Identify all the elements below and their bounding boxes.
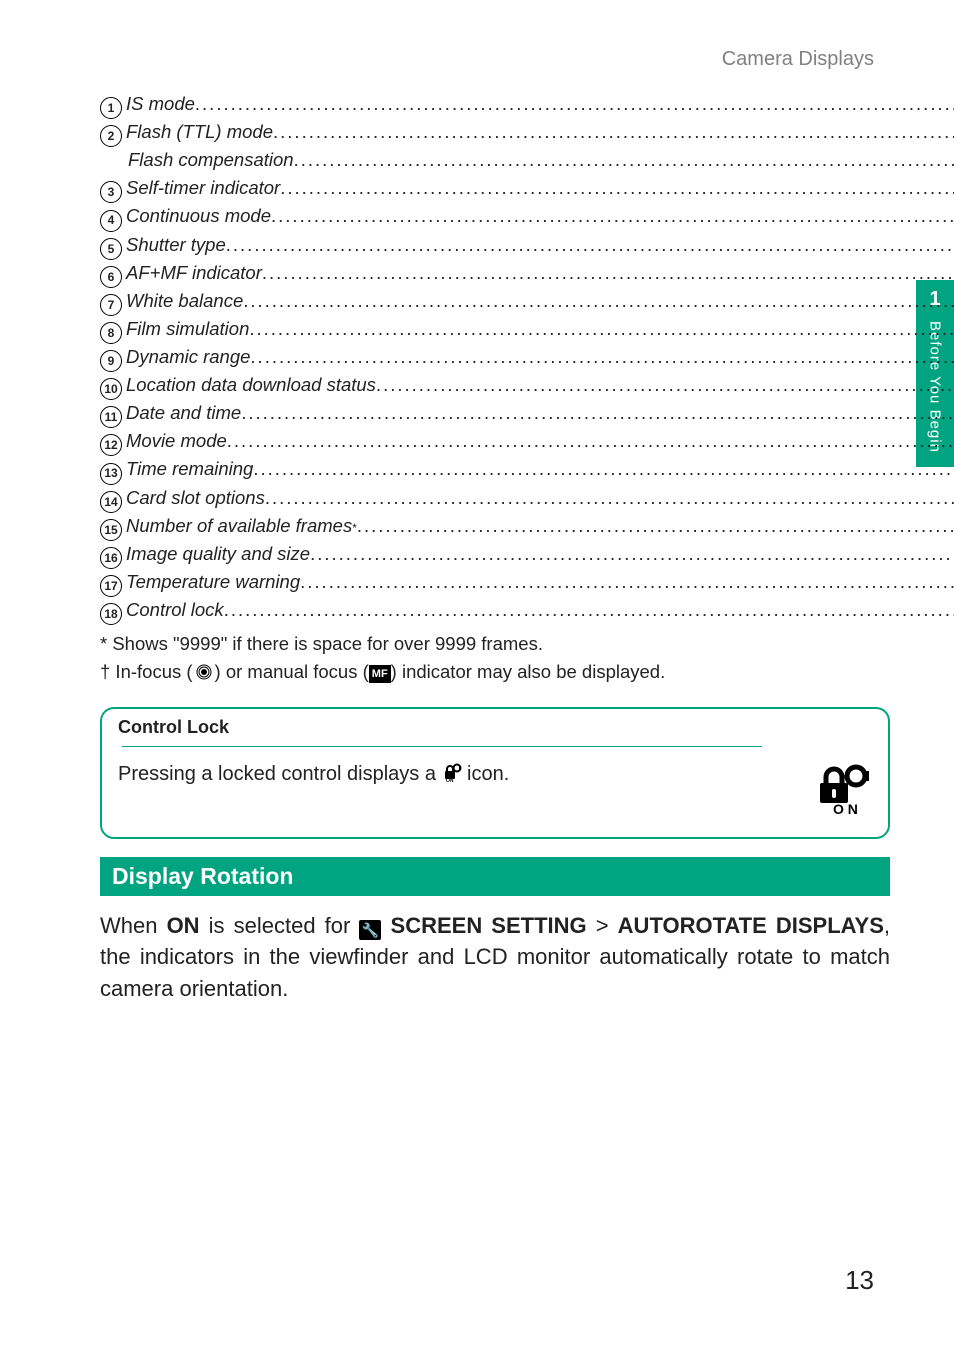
leader-dots	[226, 231, 954, 259]
item-label: White balance	[126, 287, 243, 315]
item-label: Control lock	[126, 596, 224, 624]
leader-dots	[249, 315, 954, 343]
leader-dots	[227, 427, 954, 455]
item-number: 2	[100, 125, 122, 147]
toc-row: 4 Continuous mode82	[100, 202, 954, 230]
toc-row: 1 IS mode109	[100, 90, 954, 118]
item-number: 11	[100, 406, 122, 428]
item-number: 16	[100, 547, 122, 569]
footnote-star: * Shows "9999" if there is space for ove…	[100, 630, 890, 658]
item-number: 12	[100, 434, 122, 456]
leader-dots	[195, 90, 954, 118]
item-number: 18	[100, 603, 122, 625]
mf-badge-icon: MF	[369, 665, 391, 684]
toc-columns: 1 IS mode1092 Flash (TTL) mode200 Flash …	[100, 90, 890, 624]
item-number: 9	[100, 350, 122, 372]
leader-dots	[273, 118, 954, 146]
toc-column-left: 1 IS mode1092 Flash (TTL) mode200 Flash …	[100, 90, 954, 624]
toc-row: 14 Card slot options33, 170	[100, 484, 954, 512]
leader-dots	[310, 540, 954, 568]
item-number: 3	[100, 181, 122, 203]
item-number: 17	[100, 575, 122, 597]
section-heading: Display Rotation	[100, 857, 890, 896]
item-number: 1	[100, 97, 122, 119]
item-label: Movie mode	[126, 427, 227, 455]
toc-row: 13 Time remaining46	[100, 455, 954, 483]
leader-dots	[271, 202, 954, 230]
item-label: Dynamic range	[126, 343, 250, 371]
toc-row: 9 Dynamic range89	[100, 343, 954, 371]
item-number: 8	[100, 322, 122, 344]
leader-dots	[300, 568, 954, 596]
leader-dots	[224, 596, 954, 624]
focus-ring-icon	[193, 661, 215, 689]
leader-dots	[241, 399, 954, 427]
footnote-dagger: † In-focus () or manual focus (MF) indic…	[100, 658, 890, 689]
toc-row: Flash compensation200	[100, 146, 954, 174]
leader-dots	[280, 174, 954, 202]
item-label: Card slot options	[126, 484, 265, 512]
toc-row: 15 Number of available frames*242	[100, 512, 954, 540]
item-number: 14	[100, 491, 122, 513]
leader-dots	[243, 287, 954, 315]
breadcrumb: Camera Displays	[722, 48, 874, 71]
item-label: Time remaining	[126, 455, 253, 483]
toc-row: 11 Date and time37, 147	[100, 399, 954, 427]
item-label: Number of available frames	[126, 512, 352, 540]
leader-dots	[294, 146, 954, 174]
wrench-icon: 🔧	[359, 920, 381, 940]
callout-title: Control Lock	[118, 717, 229, 737]
item-number: 15	[100, 519, 122, 541]
toc-row: 8 Film simulation88	[100, 315, 954, 343]
item-number: 5	[100, 238, 122, 260]
toc-row: 12 Movie mode46, 116	[100, 427, 954, 455]
callout-body: Pressing a locked control displays a ON …	[118, 763, 509, 789]
leader-dots	[262, 259, 954, 287]
leader-dots	[250, 343, 954, 371]
leader-dots	[265, 484, 954, 512]
item-label: Film simulation	[126, 315, 249, 343]
toc-row: 17 Temperature warning241	[100, 568, 954, 596]
item-number: 4	[100, 210, 122, 232]
toc-row: 16 Image quality and size86, 87	[100, 540, 954, 568]
toc-row: 2 Flash (TTL) mode200	[100, 118, 954, 146]
toc-row: 3 Self-timer indicator104	[100, 174, 954, 202]
item-label: Image quality and size	[126, 540, 310, 568]
item-label: Continuous mode	[126, 202, 271, 230]
svg-text:O N: O N	[833, 801, 858, 815]
item-label: Flash compensation	[128, 146, 294, 174]
item-label: Temperature warning	[126, 568, 300, 596]
item-label: Flash (TTL) mode	[126, 118, 273, 146]
toc-row: 6 AF+MF indicator101	[100, 259, 954, 287]
item-number: 6	[100, 266, 122, 288]
page-number: 13	[845, 1265, 874, 1296]
toc-row: 5 Shutter type108	[100, 231, 954, 259]
item-label: AF+MF indicator	[126, 259, 262, 287]
item-number: 13	[100, 463, 122, 485]
item-number: 7	[100, 294, 122, 316]
footnotes: * Shows "9999" if there is space for ove…	[100, 630, 890, 689]
item-label: IS mode	[126, 90, 195, 118]
item-label: Date and time	[126, 399, 241, 427]
toc-row: 18 Control lock5	[100, 596, 954, 624]
control-lock-callout: Control Lock Pressing a locked control d…	[100, 707, 890, 839]
leader-dots	[376, 371, 954, 399]
toc-row: 7 White balance90	[100, 287, 954, 315]
lock-on-large-icon: O N	[812, 763, 872, 821]
toc-row: 10 Location data download status173	[100, 371, 954, 399]
section-body: When ON is selected for 🔧 SCREEN SETTING…	[100, 910, 890, 1006]
leader-dots	[357, 512, 954, 540]
lock-on-small-icon: ON	[442, 763, 462, 789]
svg-text:ON: ON	[446, 778, 454, 783]
item-number: 10	[100, 378, 122, 400]
item-label: Location data download status	[126, 371, 376, 399]
item-label: Self-timer indicator	[126, 174, 280, 202]
leader-dots	[253, 455, 954, 483]
item-label: Shutter type	[126, 231, 226, 259]
